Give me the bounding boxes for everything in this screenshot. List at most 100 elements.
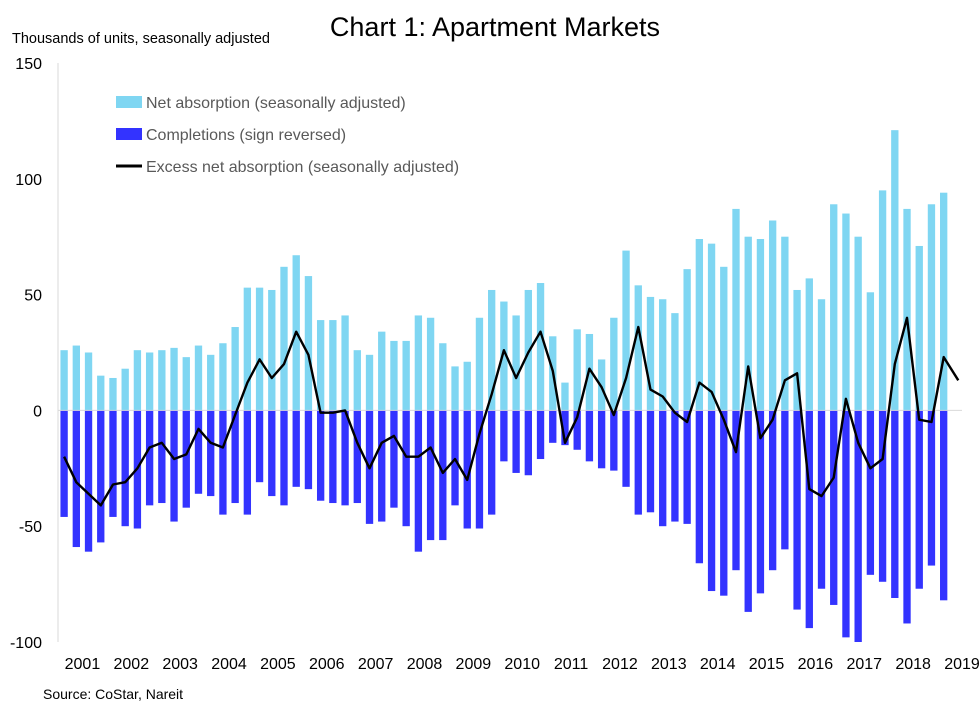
- completions-bar: [842, 410, 850, 638]
- completions-bar: [426, 410, 435, 541]
- axes: -100 -50 0 50 100 150 2001 2002 2003 2004 2005 2006…: [10, 56, 980, 673]
- net-absorption-bar: [854, 236, 862, 411]
- completions-bar: [891, 410, 899, 598]
- x-tick-label: 2004: [211, 656, 247, 673]
- completions-bar: [500, 410, 508, 462]
- net-absorption-bar: [463, 361, 471, 411]
- completions-bar: [463, 410, 471, 529]
- completions-bar: [903, 410, 911, 624]
- completions-bar: [805, 410, 813, 629]
- net-absorption-bar: [597, 359, 606, 411]
- net-absorption-bar: [903, 208, 911, 411]
- completions-bar: [744, 410, 752, 612]
- completions-bar: [475, 410, 484, 529]
- completions-bar: [97, 410, 105, 543]
- net-absorption-bar: [451, 366, 459, 411]
- completions-bar: [84, 410, 93, 552]
- net-absorption-bar: [659, 299, 667, 411]
- completions-bar: [915, 410, 923, 589]
- net-absorption-bar: [426, 317, 435, 411]
- net-absorption-bar: [781, 236, 789, 411]
- net-absorption-bar: [622, 250, 630, 411]
- x-tick-label: 2019: [944, 656, 980, 673]
- net-absorption-bar: [744, 236, 752, 411]
- completions-bar: [390, 410, 398, 508]
- completions-bar: [817, 410, 826, 589]
- completions-bar: [878, 410, 887, 582]
- completions-bar: [610, 410, 618, 471]
- excess-line-path: [63, 316, 960, 507]
- legend-label: Net absorption (seasonally adjusted): [146, 95, 406, 112]
- net-absorption-bar: [830, 204, 838, 411]
- x-tick-label: 2003: [162, 656, 198, 673]
- net-absorption-bar: [793, 289, 801, 411]
- legend-label: Excess net absorption (seasonally adjust…: [146, 159, 459, 176]
- y-tick-label: 150: [15, 56, 42, 73]
- net-absorption-bar: [121, 368, 129, 411]
- completions-bar: [194, 410, 203, 494]
- net-absorption-bar: [158, 350, 166, 411]
- chart-title: Chart 1: Apartment Markets: [329, 12, 661, 42]
- net-absorption-bar: [97, 375, 105, 411]
- y-tick-label: 0: [33, 403, 42, 420]
- net-absorption-bar: [182, 357, 190, 411]
- completions-bar: [524, 410, 532, 476]
- completions-bar: [280, 410, 288, 506]
- net-absorption-bar: [133, 350, 142, 411]
- completions-bar: [756, 410, 765, 594]
- net-absorption-bar: [255, 287, 264, 411]
- y-axis-unit-label: Thousands of units, seasonally adjusted: [12, 31, 270, 47]
- net-absorption-bar: [341, 315, 349, 411]
- net-absorption-bar: [60, 350, 68, 411]
- completions-bar: [255, 410, 264, 483]
- net-absorption-bar: [194, 345, 203, 411]
- net-absorption-bar: [671, 313, 679, 411]
- completions-bar: [854, 410, 862, 642]
- completions-bar: [659, 410, 667, 527]
- completions-bar: [378, 410, 386, 522]
- legend-label: Completions (sign reversed): [146, 127, 346, 144]
- net-absorption-bar: [866, 292, 875, 411]
- net-absorption-bar: [231, 327, 239, 411]
- net-absorption-bar: [243, 287, 252, 411]
- legend-swatch-bar: [116, 96, 142, 108]
- net-absorption-bar: [817, 299, 826, 411]
- completions-bar: [121, 410, 129, 527]
- net-absorption-bar: [915, 245, 923, 411]
- net-absorption-bar: [646, 296, 655, 411]
- net-absorption-bar: [219, 343, 227, 411]
- x-tick-label: 2010: [504, 656, 540, 673]
- y-tick-label: 100: [15, 172, 42, 189]
- net-absorption-bar: [280, 266, 288, 411]
- completions-bar: [145, 410, 154, 506]
- net-absorption-bar: [634, 285, 642, 411]
- y-tick-label: -100: [10, 635, 42, 652]
- net-absorption-bar: [536, 283, 545, 411]
- completions-bar: [414, 410, 423, 552]
- net-absorption-bar: [756, 239, 765, 411]
- x-tick-label: 2006: [309, 656, 345, 673]
- net-absorption-bar: [475, 317, 484, 411]
- completions-bar: [585, 410, 594, 462]
- net-absorption-bar: [891, 130, 899, 411]
- legend: Net absorption (seasonally adjusted) Comp…: [116, 95, 459, 176]
- net-absorption-bar: [439, 343, 447, 411]
- completions-bars: [60, 410, 948, 642]
- net-absorption-bar: [842, 213, 850, 411]
- completions-bar: [866, 410, 875, 575]
- completions-bar: [940, 410, 948, 601]
- net-absorption-bar: [170, 347, 178, 411]
- completions-bar: [231, 410, 239, 504]
- completions-bar: [512, 410, 520, 473]
- completions-bar: [109, 410, 117, 517]
- completions-bar: [292, 410, 300, 487]
- net-absorption-bar: [488, 289, 496, 411]
- net-absorption-bar: [316, 320, 325, 411]
- net-absorption-bar: [402, 340, 410, 411]
- completions-bar: [488, 410, 496, 515]
- completions-bar: [561, 410, 569, 446]
- completions-bar: [646, 410, 655, 513]
- net-absorption-bar: [695, 239, 704, 411]
- net-absorption-bar: [561, 382, 569, 411]
